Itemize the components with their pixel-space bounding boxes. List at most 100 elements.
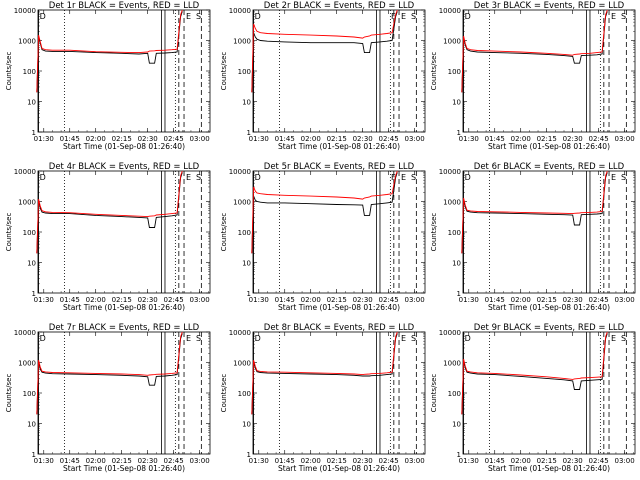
series-line	[36, 170, 183, 254]
x-tick-label: 02:00	[301, 457, 321, 465]
chart-title: Det 4r BLACK = Events, RED = LLD	[49, 162, 200, 172]
chart-panel: Det 2r BLACK = Events, RED = LLD 1 10 100 10…	[220, 1, 426, 151]
y-tick-label: 1000	[443, 199, 461, 207]
x-tick-label: 02:30	[138, 296, 158, 304]
x-tick-label: 02:30	[563, 457, 583, 465]
y-tick-label: 1	[247, 290, 251, 298]
x-tick-label: 02:45	[589, 135, 609, 143]
series-line	[251, 11, 398, 93]
series-line	[251, 172, 398, 254]
x-tick-label: 02:00	[86, 457, 106, 465]
x-tick-label: 02:00	[301, 135, 321, 143]
x-tick-label: 02:45	[164, 457, 184, 465]
y-tick-label: 100	[238, 390, 251, 398]
x-tick-label: 03:00	[405, 457, 425, 465]
x-tick-label: 02:00	[511, 457, 531, 465]
x-tick-label: 03:00	[405, 135, 425, 143]
series-line	[461, 333, 608, 415]
y-tick-label: 100	[23, 229, 36, 237]
y-tick-label: 10000	[439, 7, 461, 15]
y-tick-label: 10000	[229, 7, 251, 15]
x-tick-label: 03:00	[615, 296, 635, 304]
y-tick-label: 100	[238, 229, 251, 237]
x-axis-label: Start Time (01-Sep-08 01:26:40)	[278, 464, 400, 473]
chart-panel: Det 3r BLACK = Events, RED = LLD 1 10 100 10…	[430, 1, 636, 151]
x-tick-label: 01:30	[459, 296, 479, 304]
x-tick-label: 02:15	[112, 135, 132, 143]
y-tick-label: 1	[457, 129, 461, 137]
y-tick-label: 100	[238, 68, 251, 76]
series-line	[461, 11, 608, 93]
corner-label: S	[196, 334, 201, 343]
chart-panel: Det 1r BLACK = Events, RED = LLD 1 10 100 10…	[5, 1, 211, 151]
y-axis-label: Counts/sec	[430, 52, 438, 91]
y-axis-label: Counts/sec	[5, 374, 13, 413]
x-tick-label: 02:00	[86, 296, 106, 304]
x-tick-label: 01:30	[249, 296, 269, 304]
y-tick-label: 1000	[443, 360, 461, 368]
corner-label: S	[196, 173, 201, 182]
x-tick-label: 02:15	[327, 296, 347, 304]
corner-label: E	[611, 334, 616, 343]
x-tick-label: 01:30	[459, 135, 479, 143]
x-tick-label: 02:15	[112, 457, 132, 465]
y-tick-label: 100	[23, 68, 36, 76]
y-tick-label: 10	[452, 421, 461, 429]
corner-label: E	[611, 173, 616, 182]
x-tick-label: 03:00	[405, 296, 425, 304]
corner-label: S	[196, 12, 201, 21]
x-tick-label: 02:45	[164, 135, 184, 143]
corner-label: F	[391, 12, 396, 21]
series-line	[461, 172, 608, 254]
x-axis-label: Start Time (01-Sep-08 01:26:40)	[278, 142, 400, 151]
x-tick-label: 02:45	[379, 296, 399, 304]
event-marker-label: D	[255, 334, 261, 343]
corner-label: S	[621, 334, 626, 343]
event-marker-label: D	[40, 12, 46, 21]
chart-title: Det 2r BLACK = Events, RED = LLD	[264, 1, 415, 11]
series-line	[36, 172, 183, 254]
series-line	[251, 333, 398, 415]
x-tick-label: 02:15	[537, 135, 557, 143]
y-tick-label: 1000	[18, 38, 36, 46]
x-tick-label: 02:30	[138, 457, 158, 465]
x-axis-label: Start Time (01-Sep-08 01:26:40)	[278, 303, 400, 312]
x-tick-label: 02:30	[563, 296, 583, 304]
chart-title: Det 3r BLACK = Events, RED = LLD	[474, 1, 625, 11]
y-tick-label: 10000	[439, 329, 461, 337]
x-tick-label: 01:45	[485, 457, 505, 465]
x-tick-label: 02:45	[164, 296, 184, 304]
y-tick-label: 1	[32, 290, 36, 298]
series-line	[251, 170, 398, 254]
x-axis-label: Start Time (01-Sep-08 01:26:40)	[63, 464, 185, 473]
y-tick-label: 1000	[18, 360, 36, 368]
y-tick-label: 1000	[18, 199, 36, 207]
x-axis-label: Start Time (01-Sep-08 01:26:40)	[488, 303, 610, 312]
x-tick-label: 02:15	[537, 296, 557, 304]
y-tick-label: 1000	[233, 199, 251, 207]
y-tick-label: 100	[448, 229, 461, 237]
series-line	[251, 9, 398, 93]
x-tick-label: 03:00	[615, 457, 635, 465]
corner-label: E	[401, 334, 406, 343]
y-axis-label: Counts/sec	[220, 52, 228, 91]
y-tick-label: 1	[247, 451, 251, 459]
x-tick-label: 02:15	[327, 135, 347, 143]
y-axis-label: Counts/sec	[5, 213, 13, 252]
chart-panel: Det 8r BLACK = Events, RED = LLD 1 10 100 10…	[220, 323, 426, 473]
x-axis-label: Start Time (01-Sep-08 01:26:40)	[488, 142, 610, 151]
x-axis-label: Start Time (01-Sep-08 01:26:40)	[488, 464, 610, 473]
chart-title: Det 9r BLACK = Events, RED = LLD	[474, 323, 625, 333]
x-tick-label: 01:45	[60, 457, 80, 465]
x-tick-label: 02:00	[301, 296, 321, 304]
x-tick-label: 03:00	[190, 135, 210, 143]
x-tick-label: 02:45	[379, 457, 399, 465]
series-line	[461, 9, 608, 93]
corner-label: S	[411, 173, 416, 182]
x-tick-label: 02:15	[327, 457, 347, 465]
event-marker-label: D	[465, 12, 471, 21]
event-marker-label: D	[465, 334, 471, 343]
event-marker-label: D	[40, 173, 46, 182]
y-axis-label: Counts/sec	[220, 374, 228, 413]
x-tick-label: 03:00	[190, 457, 210, 465]
